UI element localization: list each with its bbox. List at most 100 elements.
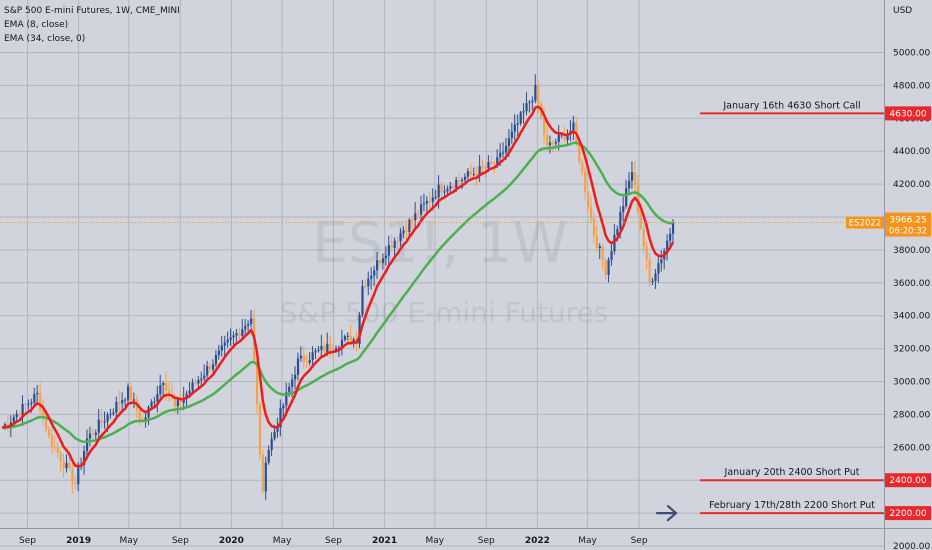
candle-body xyxy=(335,348,338,350)
candle-body xyxy=(282,405,285,409)
x-tick-label: Sep xyxy=(172,536,189,546)
candle-body xyxy=(499,152,502,158)
ema-slow-legend[interactable]: EMA (34, close, 0) xyxy=(4,34,86,44)
horizontal-level: February 17th/28th 2200 Short Put 2200.00 xyxy=(700,500,931,521)
candle-body xyxy=(449,186,452,189)
candle-body xyxy=(132,399,136,401)
candle-body xyxy=(648,259,651,283)
y-tick-label: 4400.00 xyxy=(893,147,930,157)
level-price-tag xyxy=(885,106,931,121)
candle-body xyxy=(44,416,48,430)
y-tick-label: 2000.00 xyxy=(893,542,930,550)
candle-body xyxy=(112,412,115,414)
candle-body xyxy=(572,122,575,131)
ema-fast-legend[interactable]: EMA (8, close) xyxy=(4,20,69,30)
level-price-value: 2200.00 xyxy=(889,509,926,519)
candle-body xyxy=(396,240,399,242)
y-tick-label: 3800.00 xyxy=(893,246,930,256)
candle-body xyxy=(126,386,130,400)
y-tick-label: 3200.00 xyxy=(893,345,930,355)
horizontal-level: January 20th 2400 Short Put 2400.00 xyxy=(700,467,931,488)
candle-body xyxy=(613,234,616,252)
candle-body xyxy=(628,180,631,189)
candle-body xyxy=(329,343,332,350)
candle-body xyxy=(393,240,396,248)
candle-body xyxy=(373,270,376,276)
candle-body xyxy=(622,206,625,213)
candle-body xyxy=(18,413,21,416)
candle-body xyxy=(296,358,300,375)
candle-body xyxy=(124,399,127,401)
candle-body xyxy=(575,122,578,142)
horizontal-level: January 16th 4630 Short Call 4630.00 xyxy=(700,100,931,121)
candle-body xyxy=(191,382,194,391)
candle-body xyxy=(607,259,610,275)
candle-body xyxy=(525,103,528,112)
candle-body xyxy=(545,134,549,146)
candle-body xyxy=(258,404,262,455)
candle-body xyxy=(83,451,86,465)
candle-body xyxy=(162,382,165,386)
candle-body xyxy=(472,174,475,176)
x-tick-label: 2021 xyxy=(372,536,397,546)
candle-body xyxy=(299,355,303,359)
x-tick-label: Sep xyxy=(325,536,342,546)
candle-body xyxy=(238,333,241,336)
candle-body xyxy=(27,403,30,405)
candle-body xyxy=(458,179,461,181)
candle-body xyxy=(378,260,382,264)
candle-body xyxy=(446,188,449,192)
candle-body xyxy=(203,375,206,379)
symbol-legend[interactable]: S&P 500 E-mini Futures, 1W, CME_MINI xyxy=(4,6,180,16)
candle-body xyxy=(94,432,97,435)
candle-body xyxy=(138,410,141,420)
candle-body xyxy=(326,343,329,353)
level-price-value: 2400.00 xyxy=(889,476,926,486)
candle-body xyxy=(255,360,259,405)
candle-body xyxy=(669,233,672,241)
candle-body xyxy=(343,336,347,340)
candle-body xyxy=(484,167,487,169)
candle-body xyxy=(367,278,370,287)
candle-body xyxy=(604,260,607,275)
candle-body xyxy=(121,399,124,404)
candle-body xyxy=(47,429,51,436)
watermark-symbol: ES1!, 1W xyxy=(312,211,568,276)
candle-body xyxy=(88,433,92,439)
candle-body xyxy=(308,360,311,363)
candle-body xyxy=(226,339,229,343)
candle-body xyxy=(179,399,182,403)
candle-body xyxy=(232,335,235,338)
candle-body xyxy=(496,157,499,165)
candle-body xyxy=(671,222,675,234)
x-tick-label: May xyxy=(120,536,139,546)
candle-body xyxy=(209,365,212,370)
candle-body xyxy=(211,364,215,370)
candle-body xyxy=(516,123,519,125)
x-tick-label: 2022 xyxy=(525,536,550,546)
candle-body xyxy=(387,245,390,256)
candle-body xyxy=(528,102,531,104)
candle-body xyxy=(276,427,279,432)
candle-body xyxy=(302,355,305,362)
candle-body xyxy=(361,286,364,315)
candle-body xyxy=(311,352,314,361)
candle-body xyxy=(6,424,10,427)
symbol-badge xyxy=(846,216,884,229)
candle-body xyxy=(610,251,613,260)
candle-body xyxy=(332,349,335,351)
candle-body xyxy=(270,438,273,451)
candle-body xyxy=(71,467,74,483)
candle-body xyxy=(285,392,288,406)
watermark-description: S&P 500 E-mini Futures xyxy=(280,296,609,329)
candle-body xyxy=(317,349,320,351)
candle-body xyxy=(53,446,56,448)
candle-body xyxy=(12,417,15,423)
last-price-tag xyxy=(885,212,931,237)
candle-body xyxy=(390,245,393,248)
candle-body xyxy=(194,382,197,384)
candle-body xyxy=(636,185,640,212)
candle-body xyxy=(250,318,253,324)
